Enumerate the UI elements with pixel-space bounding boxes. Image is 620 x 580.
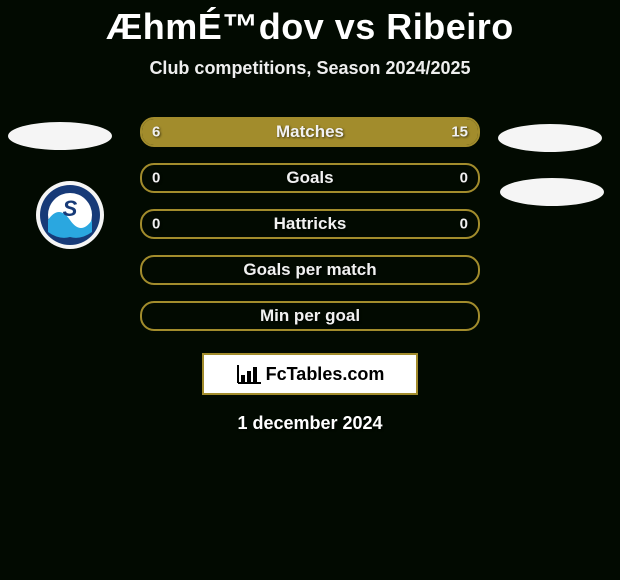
stat-row: 6 15 Matches [140, 117, 480, 147]
stat-value-right: 0 [460, 170, 468, 187]
date-label: 1 december 2024 [0, 413, 620, 434]
stat-value-left: 0 [152, 170, 160, 187]
club-badge-icon: S [35, 180, 105, 250]
stat-row: 0 0 Goals [140, 163, 480, 193]
stat-value-left: 0 [152, 216, 160, 233]
stat-label: Goals per match [243, 260, 376, 280]
stat-row: Goals per match [140, 255, 480, 285]
branding-box: FcTables.com [202, 353, 418, 395]
player-photo-right-1 [498, 124, 602, 152]
stat-label: Hattricks [274, 214, 347, 234]
stat-value-left: 6 [152, 124, 160, 141]
stats-container: 6 15 Matches 0 0 Goals 0 0 Hattricks Goals per ma… [140, 117, 480, 331]
stat-row: Min per goal [140, 301, 480, 331]
bar-chart-icon [236, 363, 262, 385]
page-title: ÆhmÉ™dov vs Ribeiro [0, 0, 620, 48]
stat-label: Matches [276, 122, 344, 142]
stat-label: Min per goal [260, 306, 360, 326]
subtitle: Club competitions, Season 2024/2025 [0, 58, 620, 79]
stat-value-right: 0 [460, 216, 468, 233]
club-badge-left: S [35, 180, 105, 250]
svg-text:S: S [63, 196, 78, 221]
branding-label: FcTables.com [266, 364, 385, 385]
stat-label: Goals [286, 168, 333, 188]
player-photo-left [8, 122, 112, 150]
stat-row: 0 0 Hattricks [140, 209, 480, 239]
stat-value-right: 15 [451, 124, 468, 141]
player-photo-right-2 [500, 178, 604, 206]
stat-fill-right [238, 119, 478, 145]
